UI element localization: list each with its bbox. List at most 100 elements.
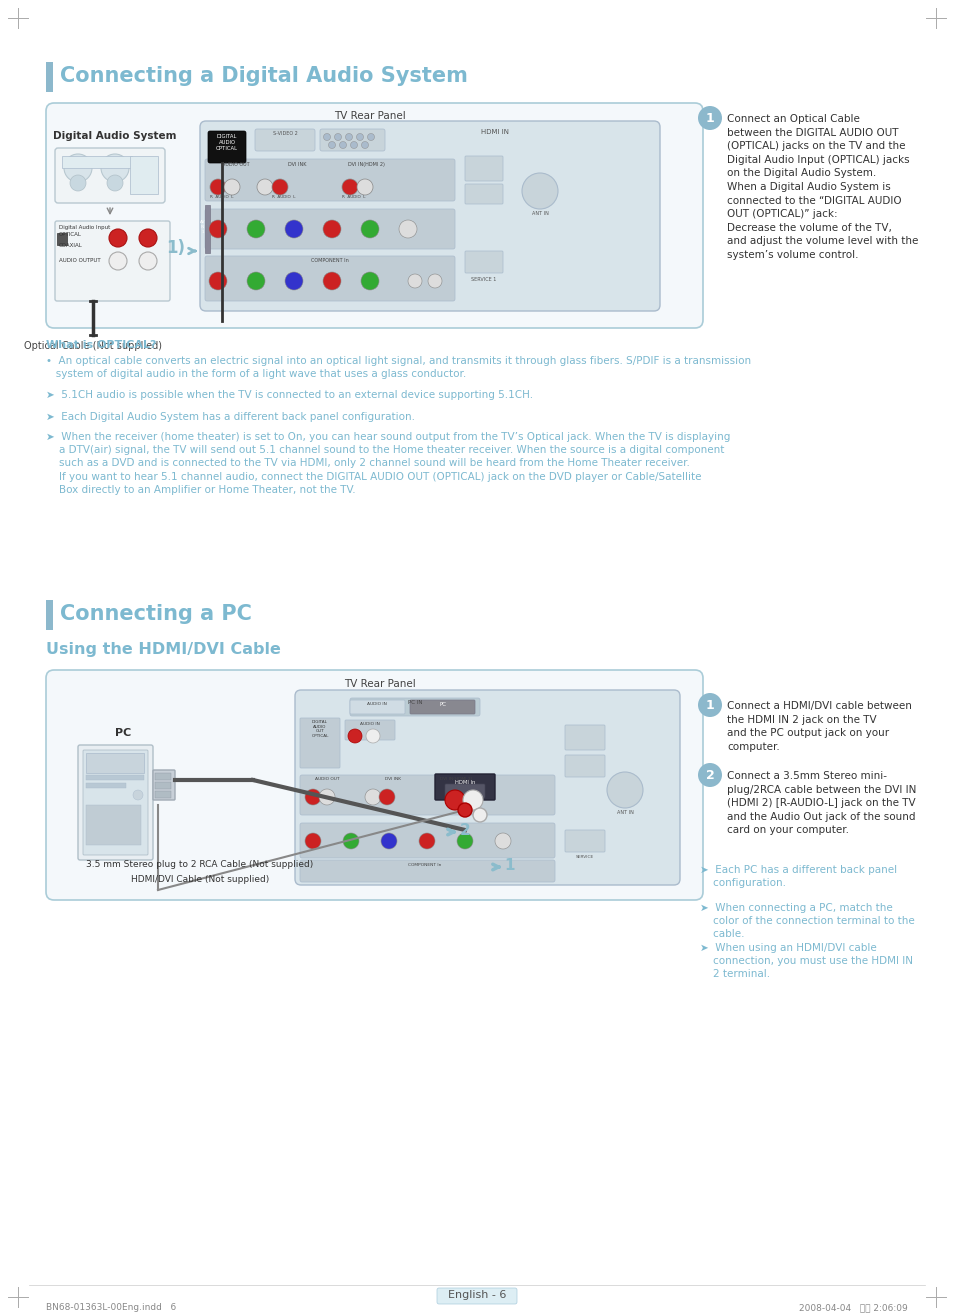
FancyBboxPatch shape	[152, 771, 174, 800]
Text: DVI INK: DVI INK	[385, 777, 400, 781]
Bar	[46, 600, 53, 630]
Circle shape	[345, 134, 352, 141]
Circle shape	[272, 179, 288, 195]
Text: OPTICAL: OPTICAL	[59, 231, 82, 237]
Text: ANT IN: ANT IN	[616, 810, 633, 815]
Text: COAXIAL: COAXIAL	[59, 243, 83, 249]
Circle shape	[256, 179, 273, 195]
Bar	[86, 753, 144, 773]
Text: SERVICE 1: SERVICE 1	[471, 277, 497, 281]
Circle shape	[348, 729, 361, 743]
Text: PC: PC	[115, 729, 132, 738]
FancyBboxPatch shape	[208, 132, 246, 163]
Circle shape	[139, 229, 157, 247]
Text: PC IN: PC IN	[407, 700, 422, 705]
Text: 2: 2	[459, 822, 470, 838]
Bar	[86, 782, 126, 788]
Circle shape	[444, 790, 464, 810]
Text: English - 6: English - 6	[447, 1290, 506, 1301]
FancyBboxPatch shape	[46, 671, 702, 899]
Circle shape	[360, 220, 378, 238]
Bar	[130, 156, 158, 195]
Circle shape	[323, 134, 330, 141]
Text: PC: PC	[439, 702, 446, 707]
Circle shape	[356, 134, 363, 141]
FancyBboxPatch shape	[464, 184, 502, 204]
Circle shape	[380, 832, 396, 849]
FancyBboxPatch shape	[205, 209, 455, 249]
FancyBboxPatch shape	[436, 1287, 517, 1304]
Text: 3.5 mm Stereo plug to 2 RCA Cable (Not supplied): 3.5 mm Stereo plug to 2 RCA Cable (Not s…	[87, 860, 314, 869]
Bar	[154, 782, 171, 789]
Circle shape	[367, 134, 375, 141]
FancyBboxPatch shape	[205, 159, 455, 201]
Text: Connecting a Digital Audio System: Connecting a Digital Audio System	[60, 66, 467, 85]
Text: AUDIO OUT: AUDIO OUT	[314, 777, 339, 781]
Text: ➤  When using an HDMI/DVI cable
    connection, you must use the HDMI IN
    2 t: ➤ When using an HDMI/DVI cable connectio…	[700, 943, 912, 980]
Circle shape	[323, 220, 340, 238]
Text: Digital Audio Input: Digital Audio Input	[59, 225, 111, 230]
FancyBboxPatch shape	[299, 860, 555, 882]
Circle shape	[210, 179, 226, 195]
Text: AUDIO OUT: AUDIO OUT	[222, 162, 250, 167]
Circle shape	[70, 175, 86, 191]
Circle shape	[101, 154, 129, 181]
Circle shape	[456, 832, 473, 849]
Text: ➤  When the receiver (home theater) is set to On, you can hear sound output from: ➤ When the receiver (home theater) is se…	[46, 433, 730, 494]
FancyBboxPatch shape	[46, 103, 702, 327]
Circle shape	[109, 252, 127, 270]
Circle shape	[339, 142, 346, 149]
Circle shape	[305, 832, 320, 849]
Text: ➤  Each Digital Audio System has a different back panel configuration.: ➤ Each Digital Audio System has a differ…	[46, 412, 415, 422]
Bar	[86, 775, 144, 780]
Circle shape	[698, 763, 721, 786]
FancyBboxPatch shape	[464, 251, 502, 274]
FancyBboxPatch shape	[350, 698, 479, 715]
Circle shape	[224, 179, 240, 195]
FancyBboxPatch shape	[564, 755, 604, 777]
Text: 1): 1)	[167, 239, 185, 256]
Text: Optical Cable (Not supplied): Optical Cable (Not supplied)	[24, 341, 162, 351]
FancyBboxPatch shape	[83, 750, 148, 855]
Text: DIGITAL
AUDIO
OUT
OPTICAL: DIGITAL AUDIO OUT OPTICAL	[311, 721, 329, 738]
Text: R  AUDIO  L: R AUDIO L	[272, 195, 295, 199]
Text: HDMI IN: HDMI IN	[480, 129, 509, 135]
Bar	[205, 205, 210, 252]
Text: Connect a HDMI/DVI cable between
the HDMI IN 2 jack on the TV
and the PC output : Connect a HDMI/DVI cable between the HDM…	[726, 701, 911, 752]
FancyBboxPatch shape	[319, 129, 385, 151]
FancyBboxPatch shape	[299, 775, 555, 815]
Circle shape	[328, 142, 335, 149]
Text: S-VIDEO 2: S-VIDEO 2	[273, 132, 297, 135]
Text: 1: 1	[504, 857, 515, 872]
Text: 2008-04-04   오후 2:06:09: 2008-04-04 오후 2:06:09	[799, 1303, 907, 1312]
Text: AUDIO IN: AUDIO IN	[367, 702, 387, 706]
Circle shape	[318, 789, 335, 805]
FancyBboxPatch shape	[464, 156, 502, 181]
Bar	[62, 156, 132, 168]
Circle shape	[360, 272, 378, 291]
FancyBboxPatch shape	[78, 746, 152, 860]
Circle shape	[285, 220, 303, 238]
Bar	[57, 233, 67, 245]
Circle shape	[132, 790, 143, 800]
FancyBboxPatch shape	[345, 721, 395, 740]
Text: TV Rear Panel: TV Rear Panel	[334, 110, 405, 121]
Circle shape	[366, 729, 379, 743]
Circle shape	[428, 274, 441, 288]
Circle shape	[473, 807, 486, 822]
Circle shape	[107, 175, 123, 191]
Text: TV Rear Panel: TV Rear Panel	[344, 679, 416, 689]
Text: HDMI In: HDMI In	[455, 780, 475, 785]
Text: COMPONENT In: COMPONENT In	[408, 863, 441, 867]
Circle shape	[323, 272, 340, 291]
Circle shape	[462, 790, 482, 810]
Circle shape	[247, 220, 265, 238]
FancyBboxPatch shape	[205, 256, 455, 301]
Text: AV
IN
1: AV IN 1	[200, 220, 206, 234]
Circle shape	[305, 789, 320, 805]
Bar	[86, 805, 141, 846]
Text: AUDIO IN: AUDIO IN	[359, 722, 379, 726]
Circle shape	[335, 134, 341, 141]
Circle shape	[341, 179, 357, 195]
Text: COMPONENT In: COMPONENT In	[311, 258, 349, 263]
